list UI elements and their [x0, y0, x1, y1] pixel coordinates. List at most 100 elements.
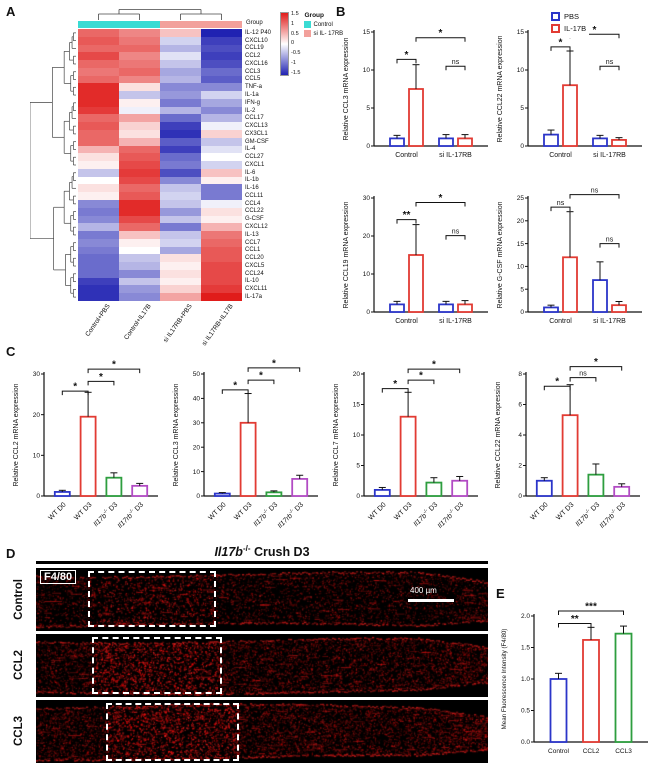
sig-bracket	[396, 58, 417, 64]
heatmap-cell	[160, 106, 201, 115]
bar-chart-ccl3-sirna: 0 5 10 15 Relative CCL3 mRNA expression Contr…	[343, 28, 488, 159]
bar	[408, 88, 424, 147]
heatmap-cell	[160, 161, 201, 169]
heatmap-cell	[160, 269, 201, 278]
sig-bracket	[247, 379, 275, 385]
x-tick-label: Il17b-/- D3	[91, 500, 119, 528]
sig-bracket	[247, 367, 301, 372]
heatmap-cell	[119, 246, 160, 255]
annotation-cell	[160, 21, 201, 28]
heatmap-cell	[201, 192, 242, 200]
gene-label: GM-CSF	[245, 138, 269, 145]
heatmap-cell	[119, 36, 160, 45]
category-label: si IL-17RB	[439, 152, 472, 159]
y-tick-label: 10	[363, 271, 371, 278]
title-superscript: -/-	[242, 544, 251, 553]
sig-label: ns	[452, 229, 460, 236]
y-tick-label: 10	[193, 469, 201, 476]
heatmap-cell	[119, 277, 160, 286]
heatmap-cell	[160, 145, 201, 154]
bar-chart-ccl19-sirna: 0 10 20 30 Relative CCL19 mRNA expression Con…	[343, 193, 488, 325]
heatmap-cell	[201, 199, 242, 208]
y-tick-label: 2.0	[521, 613, 530, 620]
gene-label: CXCL16	[245, 60, 268, 67]
y-tick-label: 20	[33, 412, 41, 419]
heatmap-cell	[119, 98, 160, 107]
heatmap-cell	[201, 122, 242, 131]
y-tick-label: 0	[356, 493, 360, 500]
y-axis-label: Relative CCL22 mRNA expression	[497, 35, 504, 142]
micrograph-control	[36, 568, 488, 631]
category-label: Control	[549, 152, 572, 159]
sig-label: ns	[606, 237, 614, 244]
roi-box-ccl2	[92, 637, 222, 694]
heatmap-cell	[78, 215, 119, 224]
bar	[389, 303, 405, 313]
heatmap-cell	[160, 168, 201, 177]
heatmap-cell	[201, 176, 242, 185]
column-dendrogram	[98, 9, 222, 20]
sig-label: ns	[557, 200, 565, 207]
heatmap-cell	[201, 238, 242, 247]
x-tick-label: Il17b-/- D3	[411, 500, 439, 528]
heatmap-cell	[78, 52, 119, 61]
sig-label: **	[403, 210, 411, 221]
heatmap-cell	[78, 137, 119, 146]
panel-e: E 0.0 0.5 1.0 1.5 2.0 Mean Fluorescence Inten…	[494, 544, 652, 767]
sig-bracket	[569, 366, 623, 371]
y-tick-label: 8	[518, 371, 522, 378]
panel-a-label: A	[6, 4, 16, 19]
gene-label: CX3CL1	[245, 130, 268, 137]
y-tick-label: 5	[356, 463, 360, 470]
heatmap-cell	[160, 192, 201, 200]
heatmap-cell	[119, 145, 160, 154]
heatmap-cell	[160, 285, 201, 294]
gene-label: IL-1a	[245, 92, 259, 98]
heatmap-cell	[78, 293, 119, 301]
heatmap-cell	[160, 277, 201, 286]
x-tick-label: WT D0	[529, 501, 549, 521]
heatmap-cell	[119, 192, 160, 200]
bar	[79, 415, 97, 497]
sig-bracket	[87, 380, 115, 386]
bar	[291, 478, 309, 497]
gene-label: CCL7	[245, 239, 261, 246]
y-tick-label: 0	[196, 493, 200, 500]
sig-label: *	[112, 360, 116, 371]
heatmap-cell	[201, 75, 242, 84]
panel-c-label: C	[6, 344, 16, 359]
heatmap-cell	[160, 184, 201, 193]
panel-b-label: B	[336, 4, 346, 19]
heatmap-cell	[160, 153, 201, 162]
bar	[105, 476, 123, 497]
roi-box-ccl3	[106, 703, 239, 761]
heatmap-cell	[78, 75, 119, 84]
y-tick-label: 20	[517, 218, 525, 225]
heatmap-cell	[160, 137, 201, 146]
heatmap-cell	[78, 184, 119, 193]
bar	[592, 279, 608, 313]
heatmap-cell	[160, 75, 201, 84]
heatmap-cell	[78, 277, 119, 286]
x-tick-label: CCL3	[615, 748, 632, 755]
y-tick-label: 15	[517, 241, 525, 248]
heatmap-cell	[78, 199, 119, 208]
heatmap-cell	[160, 246, 201, 255]
heatmap-cell	[119, 114, 160, 123]
colorbar-wrap: 1.5 1 0.5 0 -0.5 -1 -1.5	[280, 11, 300, 76]
heatmap-cell	[119, 269, 160, 278]
sig-label: ns	[452, 59, 460, 66]
gene-label: CCL24	[245, 270, 264, 277]
bar	[425, 481, 443, 497]
heatmap-cell	[78, 122, 119, 131]
panel-d: D Il17b-/- Crush D3 Control F4/80 400 µm…	[0, 544, 494, 767]
y-tick-label: 2	[518, 463, 522, 470]
heatmap-cell	[119, 262, 160, 270]
colorbar-tick-label: 1.5	[291, 11, 299, 17]
heatmap-cell	[201, 262, 242, 270]
sig-label: ***	[585, 601, 597, 612]
heatmap-cell	[201, 137, 242, 146]
y-tick-label: 15	[353, 402, 361, 409]
gene-label: CCL4	[245, 200, 261, 207]
x-tick-label: CCL2	[583, 748, 600, 755]
